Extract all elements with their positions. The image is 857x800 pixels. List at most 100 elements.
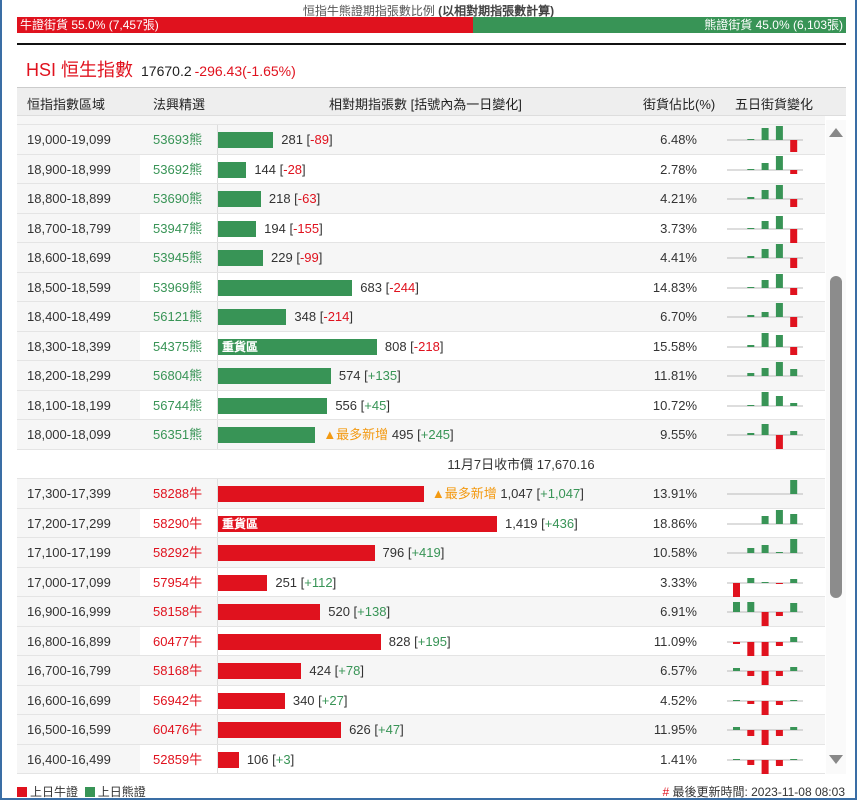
qty-bar: 重貨區: [218, 338, 377, 355]
five-day-sparkline: [727, 185, 803, 207]
qty-value: 340: [292, 692, 315, 708]
sparkline-bar: [790, 578, 798, 583]
qty-bar: [218, 191, 261, 207]
warrant-code-link[interactable]: 53945熊: [153, 250, 203, 265]
qty-cell: 424 [+78]: [217, 656, 364, 685]
qty-cell: 340 [+27]: [217, 685, 347, 714]
sparkline-bar: [790, 169, 798, 174]
qty-bar: [218, 722, 342, 738]
warrant-code-link[interactable]: 60477牛: [153, 633, 203, 649]
sparkline-bar: [733, 641, 740, 644]
warrant-code-link[interactable]: 53969熊: [153, 279, 203, 295]
table-row[interactable]: 18,500-18,599 53969熊 683 [-244] 14.83%: [17, 272, 825, 302]
table-row[interactable]: 16,600-16,699 56942牛 340 [+27] 4.52%: [17, 685, 825, 716]
qty-cell: 796 [+419]: [217, 538, 444, 567]
range-cell: 17,200-17,299: [17, 508, 140, 537]
table-row[interactable]: 17,300-17,399 58288牛 ▲最多新增 1,047 [+1,047] 1…: [17, 479, 825, 509]
qty-bar: [218, 604, 321, 620]
sparkline-bar: [733, 602, 740, 612]
warrant-code-link[interactable]: 56351熊: [153, 427, 203, 442]
range-cell: 16,500-16,599: [17, 715, 140, 744]
qty-label: 218 [-63]: [268, 191, 321, 206]
qty-change: -218: [413, 338, 440, 354]
qty-label: 1,419 [+436]: [505, 515, 578, 531]
range-cell: 16,400-16,499: [17, 744, 140, 773]
qty-value: 808: [384, 338, 407, 354]
warrant-code-link[interactable]: 58158牛: [153, 604, 203, 619]
pct-cell: 11.81%: [653, 368, 697, 383]
table-row[interactable]: 18,700-18,799 53947熊 194 [-155] 3.73%: [17, 213, 825, 243]
pct-cell: 11.95%: [653, 722, 697, 737]
ratio-title-note: (以相對期指張數計算): [438, 4, 555, 18]
qty-label: 348 [-214]: [294, 309, 354, 324]
warrant-code-link[interactable]: 60476牛: [153, 722, 203, 737]
bull-ratio-segment: 牛證街貨 55.0% (7,457張): [17, 17, 473, 33]
scrollbar[interactable]: [826, 120, 846, 774]
qty-change: +436: [544, 515, 575, 531]
table-row[interactable]: 16,700-16,799 58168牛 424 [+78] 6.57%: [17, 656, 825, 686]
qty-label: ▲最多新增 1,047 [+1,047]: [431, 486, 584, 501]
pct-cell: 9.55%: [660, 427, 697, 442]
sparkline-bar: [775, 273, 783, 288]
qty-cell: 144 [-28]: [217, 154, 306, 183]
table-row[interactable]: 16,800-16,899 60477牛 828 [+195] 11.09%: [17, 626, 825, 656]
table-row[interactable]: 18,100-18,199 56744熊 556 [+45] 10.72%: [17, 390, 825, 420]
warrant-code-link[interactable]: 56744熊: [153, 397, 203, 413]
table-row[interactable]: 18,300-18,399 54375熊 重貨區 808 [-218] 15.58%: [17, 331, 825, 361]
table-row[interactable]: 18,900-18,999 53692熊 144 [-28] 2.78%: [17, 154, 825, 184]
table-row[interactable]: 17,000-17,099 57954牛 251 [+112] 3.33%: [17, 567, 825, 597]
warrant-code-link[interactable]: 53690熊: [153, 191, 203, 206]
sparkline-bar: [761, 128, 769, 140]
qty-label: 808 [-218]: [384, 338, 444, 354]
warrant-code-link[interactable]: 58168牛: [153, 663, 203, 678]
warrant-code-link[interactable]: 56804熊: [153, 368, 203, 383]
sparkline-bar: [733, 582, 740, 597]
qty-value: 495: [391, 427, 414, 442]
warrant-code-link[interactable]: 57954牛: [153, 574, 203, 590]
qty-cell: ▲最多新增 1,047 [+1,047]: [217, 479, 584, 508]
table-row[interactable]: 18,600-18,699 53945熊 229 [-99] 4.41%: [17, 243, 825, 273]
pct-cell: 3.33%: [660, 574, 697, 590]
qty-bar: [218, 427, 316, 443]
sparkline-bar: [761, 279, 769, 288]
table-row[interactable]: 16,500-16,599 60476牛 626 [+47] 11.95%: [17, 715, 825, 745]
qty-label: 796 [+419]: [382, 545, 445, 560]
warrant-code-link[interactable]: 58290牛: [153, 515, 203, 531]
warrant-code-link[interactable]: 56121熊: [153, 309, 203, 324]
table-row[interactable]: 18,400-18,499 56121熊 348 [-214] 6.70%: [17, 302, 825, 332]
table-body[interactable]: 19,000-19,099 53693熊 281 [-89] 6.48% 18,900-…: [17, 116, 825, 774]
scroll-up-icon[interactable]: [829, 128, 843, 137]
warrant-code-link[interactable]: 56942牛: [153, 692, 203, 708]
table-row[interactable]: 18,000-18,099 56351熊 ▲最多新增 495 [+245] 9.55%: [17, 420, 825, 450]
bull-swatch-icon: [17, 787, 27, 797]
table-row[interactable]: 17,100-17,199 58292牛 796 [+419] 10.58%: [17, 538, 825, 568]
sparkline-bar: [790, 667, 798, 671]
scroll-thumb[interactable]: [830, 276, 842, 598]
bear-swatch-icon: [84, 787, 95, 797]
sparkline-bar: [747, 373, 755, 376]
sparkline-bar: [761, 332, 769, 347]
table-row[interactable]: 17,200-17,299 58290牛 重貨區 1,419 [+436] 18.86%: [17, 508, 825, 538]
qty-label: 340 [+27]: [292, 692, 348, 708]
warrant-code-link[interactable]: 52859牛: [153, 751, 203, 767]
warrant-code-link[interactable]: 53693熊: [153, 132, 203, 147]
warrant-code-link[interactable]: 54375熊: [153, 338, 203, 354]
warrant-code-link[interactable]: 53947熊: [153, 220, 203, 236]
table-row[interactable]: 16,900-16,999 58158牛 520 [+138] 6.91%: [17, 597, 825, 627]
warrant-code-link[interactable]: 58288牛: [153, 486, 203, 501]
qty-value: 194: [264, 220, 286, 236]
scroll-down-icon[interactable]: [829, 755, 843, 764]
qty-bar: [218, 633, 381, 650]
sparkline-bar: [775, 334, 783, 347]
table-row[interactable]: 19,000-19,099 53693熊 281 [-89] 6.48%: [17, 125, 825, 155]
table-row[interactable]: 16,400-16,499 52859牛 106 [+3] 1.41%: [17, 744, 825, 774]
sparkline-bar: [761, 162, 769, 170]
table-row[interactable]: 18,800-18,899 53690熊 218 [-63] 4.21%: [17, 184, 825, 214]
range-cell: 18,300-18,399: [17, 331, 140, 360]
range-cell: 16,800-16,899: [17, 626, 140, 655]
warrant-code-link[interactable]: 58292牛: [153, 545, 203, 560]
legend-bear: 上日熊證: [97, 785, 146, 799]
sparkline-bar: [790, 758, 798, 760]
table-row[interactable]: 18,200-18,299 56804熊 574 [+135] 11.81%: [17, 361, 825, 391]
warrant-code-link[interactable]: 53692熊: [153, 161, 203, 177]
